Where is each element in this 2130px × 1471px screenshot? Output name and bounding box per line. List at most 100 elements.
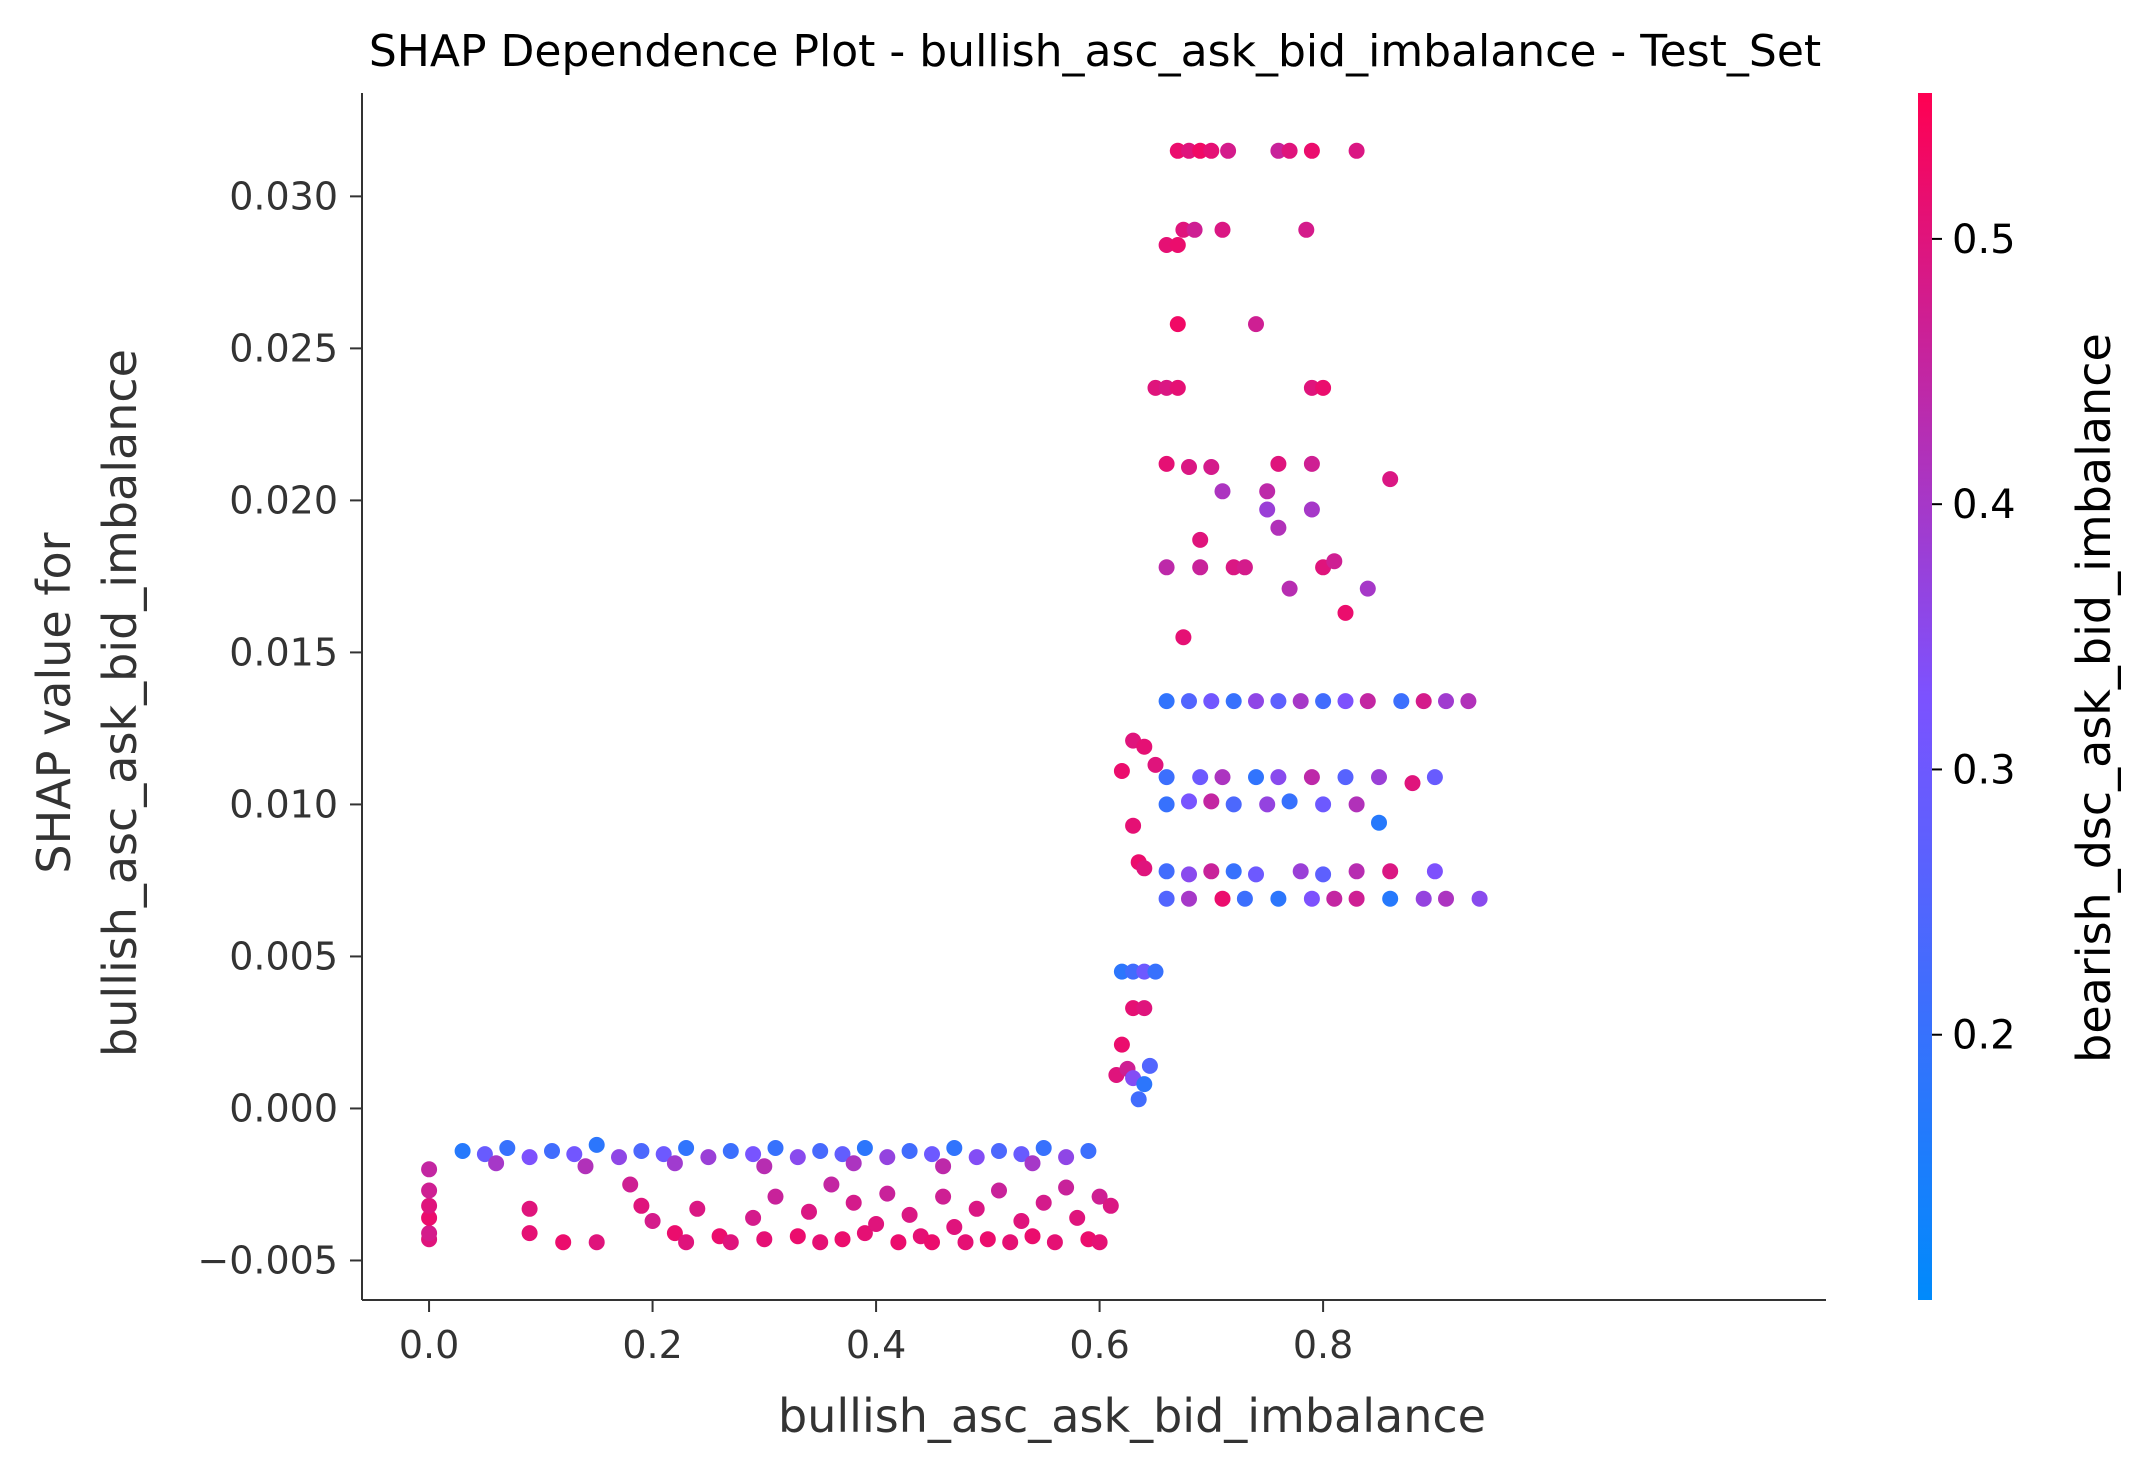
scatter-point [924, 1234, 940, 1251]
y-tick-label: 0.000 [229, 1086, 338, 1130]
scatter-point [1281, 793, 1298, 810]
scatter-point [1214, 483, 1231, 500]
scatter-point [1270, 769, 1287, 786]
scatter-point [879, 1185, 896, 1202]
scatter-point [1270, 890, 1287, 907]
scatter-point [1091, 1234, 1108, 1251]
scatter-point [1359, 693, 1376, 710]
scatter-point [488, 1155, 505, 1172]
scatter-point [1203, 459, 1220, 475]
scatter-point [1102, 1197, 1119, 1214]
scatter-point [1315, 379, 1332, 396]
scatter-point [454, 1143, 471, 1159]
scatter-point [901, 1143, 918, 1159]
scatter-point [633, 1197, 650, 1214]
scatter-point [1181, 793, 1197, 810]
scatter-point [1203, 793, 1220, 810]
colorbar-tick-label: 0.2 [1952, 1013, 2016, 1059]
scatter-point [1382, 863, 1399, 880]
y-tick-label: 0.005 [229, 934, 338, 978]
scatter-point [1303, 890, 1320, 907]
scatter-point [1035, 1140, 1052, 1156]
scatter-point [901, 1206, 918, 1223]
y-tick-label: 0.030 [229, 174, 338, 218]
scatter-point [1382, 471, 1399, 488]
scatter-point [1125, 963, 1142, 980]
scatter-point [935, 1158, 952, 1175]
scatter-point [678, 1234, 695, 1251]
scatter-point [1270, 455, 1287, 472]
scatter-point [1348, 863, 1365, 880]
scatter-point [823, 1176, 840, 1193]
scatter-point [1125, 817, 1142, 834]
scatter-point [1248, 693, 1264, 710]
scatter-point [421, 1161, 438, 1178]
scatter-point [1113, 1036, 1130, 1053]
scatter-point [1175, 629, 1192, 646]
scatter-point [1058, 1149, 1075, 1166]
scatter-point [1359, 580, 1376, 597]
scatter-point [1113, 963, 1130, 980]
scatter-point [1192, 559, 1209, 576]
scatter-point [1080, 1143, 1097, 1159]
scatter-point [1091, 1188, 1108, 1205]
scatter-point [521, 1200, 538, 1217]
y-tick-label: 0.010 [229, 782, 338, 826]
scatter-point [1181, 866, 1197, 883]
scatter-point [1220, 142, 1237, 159]
scatter-point [1136, 1000, 1153, 1017]
scatter-point [1158, 769, 1175, 786]
scatter-point [544, 1143, 560, 1159]
scatter-point [1141, 1057, 1158, 1074]
scatter-point [1169, 316, 1186, 333]
scatter-point [991, 1182, 1007, 1199]
scatter-point [767, 1140, 784, 1156]
scatter-point [946, 1140, 963, 1156]
scatter-point [622, 1176, 639, 1193]
scatter-point [1270, 142, 1287, 159]
scatter-point [611, 1149, 627, 1166]
scatter-point [1130, 1091, 1147, 1108]
y-tick-label: 0.020 [229, 478, 338, 522]
scatter-point [1315, 866, 1332, 883]
scatter-point [1158, 237, 1175, 253]
scatter-point [421, 1182, 438, 1199]
colorbar-title: bearish_dsc_ask_bid_imbalance [2067, 333, 2121, 1063]
scatter-point [1069, 1209, 1086, 1226]
scatter-point [1147, 756, 1164, 773]
scatter-point [979, 1231, 996, 1248]
scatter-point [1303, 455, 1320, 472]
scatter-point [1426, 769, 1443, 786]
scatter-point [1147, 963, 1164, 980]
y-axis-title-line1: SHAP value for [27, 532, 81, 873]
scatter-point [1214, 769, 1231, 786]
scatter-point [1337, 769, 1354, 786]
colorbar-ticks: 0.2 0.3 0.4 0.5 [1932, 217, 2016, 1059]
scatter-point [1181, 142, 1197, 159]
scatter-point [421, 1209, 438, 1226]
scatter-point [1158, 455, 1175, 472]
y-tick-label: 0.015 [229, 630, 338, 674]
scatter-point [700, 1149, 717, 1166]
scatter-point [1259, 796, 1276, 813]
scatter-point [1181, 459, 1197, 475]
scatter-point [555, 1234, 572, 1251]
scatter-point [1203, 693, 1220, 710]
scatter-point [1225, 863, 1242, 880]
scatter-point [845, 1194, 862, 1211]
scatter-point [1438, 890, 1454, 907]
scatter-point [1248, 866, 1264, 883]
scatter-point [1158, 693, 1175, 710]
scatter-point [812, 1143, 829, 1159]
scatter-point [1181, 890, 1197, 907]
scatter-point [1136, 860, 1153, 877]
scatter-point [499, 1140, 516, 1156]
scatter-point [745, 1146, 762, 1163]
scatter-point [1024, 1155, 1041, 1172]
scatter-point [1371, 769, 1387, 786]
scatter-point [1136, 738, 1153, 755]
scatter-point [801, 1203, 817, 1220]
scatter-point [1158, 863, 1175, 880]
scatter-point [1136, 1076, 1153, 1093]
